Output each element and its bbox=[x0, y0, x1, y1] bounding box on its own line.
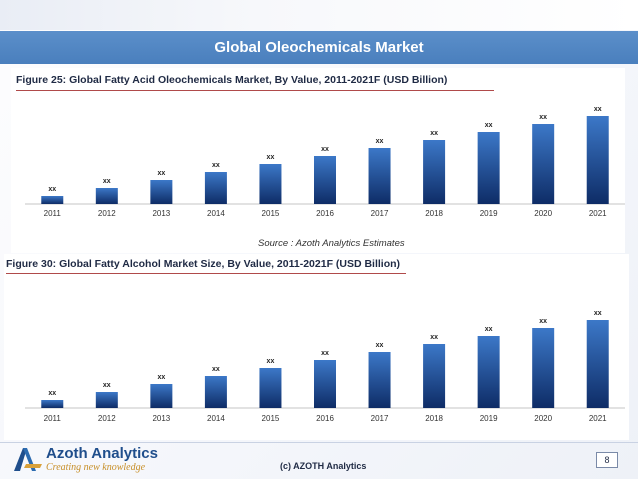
top-strip bbox=[0, 0, 638, 30]
tick-label-2012: 2012 bbox=[98, 414, 116, 423]
caption-underline-1 bbox=[16, 90, 494, 91]
source-note: Source : Azoth Analytics Estimates bbox=[258, 238, 405, 249]
data-label-2018: xx bbox=[430, 334, 438, 341]
bar-2015 bbox=[259, 164, 282, 204]
bar-2019 bbox=[477, 336, 500, 408]
tick-label-2018: 2018 bbox=[425, 209, 443, 218]
data-label-2016: xx bbox=[321, 350, 329, 357]
data-label-2018: xx bbox=[430, 130, 438, 137]
tick-label-2014: 2014 bbox=[207, 209, 225, 218]
tick-label-2016: 2016 bbox=[316, 209, 334, 218]
tick-label-2017: 2017 bbox=[371, 209, 389, 218]
bar-2020 bbox=[532, 124, 555, 204]
data-label-2013: xx bbox=[157, 374, 165, 381]
bar-2019 bbox=[477, 132, 500, 204]
tick-label-2013: 2013 bbox=[152, 414, 170, 423]
figure-caption-2: Figure 30: Global Fatty Alcohol Market S… bbox=[6, 258, 401, 270]
bar-2020 bbox=[532, 328, 555, 408]
tick-label-2021: 2021 bbox=[589, 209, 607, 218]
bar-2013 bbox=[150, 180, 173, 204]
tick-label-2019: 2019 bbox=[480, 209, 498, 218]
tick-label-2016: 2016 bbox=[316, 414, 334, 423]
bar-2013 bbox=[150, 384, 173, 408]
bar-2017 bbox=[368, 352, 391, 408]
bar-2018 bbox=[423, 344, 446, 408]
bar-2016 bbox=[314, 360, 336, 408]
data-label-2014: xx bbox=[212, 366, 220, 373]
tick-label-2013: 2013 bbox=[152, 209, 170, 218]
bar-2012 bbox=[95, 188, 118, 204]
tick-label-2017: 2017 bbox=[371, 414, 389, 423]
data-label-2020: xx bbox=[539, 318, 547, 325]
tick-label-2015: 2015 bbox=[262, 209, 280, 218]
bar-2014 bbox=[204, 376, 227, 408]
tick-label-2011: 2011 bbox=[44, 209, 62, 218]
tick-label-2011: 2011 bbox=[44, 414, 62, 423]
bar-2017 bbox=[368, 148, 391, 204]
tick-label-2012: 2012 bbox=[98, 209, 116, 218]
tick-label-2020: 2020 bbox=[534, 209, 552, 218]
data-label-2019: xx bbox=[485, 122, 493, 129]
data-label-2014: xx bbox=[212, 162, 220, 169]
tick-label-2018: 2018 bbox=[425, 414, 443, 423]
data-label-2021: xx bbox=[594, 310, 602, 317]
figure-caption-1: Figure 25: Global Fatty Acid Oleochemica… bbox=[16, 74, 448, 86]
bar-2011 bbox=[41, 196, 64, 204]
data-label-2017: xx bbox=[376, 342, 384, 349]
caption-underline-2 bbox=[6, 273, 406, 274]
tick-label-2021: 2021 bbox=[589, 414, 607, 423]
data-label-2015: xx bbox=[267, 154, 275, 161]
footer-divider bbox=[0, 442, 638, 443]
data-label-2011: xx bbox=[48, 390, 56, 397]
tick-label-2019: 2019 bbox=[480, 414, 498, 423]
bar-2014 bbox=[204, 172, 227, 204]
azoth-logo-icon bbox=[14, 448, 42, 471]
brand-name: Azoth Analytics bbox=[46, 445, 158, 462]
bar-2015 bbox=[259, 368, 282, 408]
bar-2021 bbox=[586, 320, 609, 408]
data-label-2016: xx bbox=[321, 146, 329, 153]
data-label-2019: xx bbox=[485, 326, 493, 333]
data-label-2017: xx bbox=[376, 138, 384, 145]
chart-panel-2 bbox=[4, 254, 629, 440]
bar-2011 bbox=[41, 400, 64, 408]
tick-label-2015: 2015 bbox=[262, 414, 280, 423]
bar-2016 bbox=[314, 156, 336, 204]
tick-label-2020: 2020 bbox=[534, 414, 552, 423]
copyright-text: (c) AZOTH Analytics bbox=[280, 461, 367, 471]
data-label-2012: xx bbox=[103, 382, 111, 389]
data-label-2021: xx bbox=[594, 106, 602, 113]
bar-2021 bbox=[586, 116, 609, 204]
bar-2012 bbox=[95, 392, 118, 408]
data-label-2011: xx bbox=[48, 186, 56, 193]
bar-2018 bbox=[423, 140, 446, 204]
data-label-2020: xx bbox=[539, 114, 547, 121]
data-label-2013: xx bbox=[157, 170, 165, 177]
tick-label-2014: 2014 bbox=[207, 414, 225, 423]
data-label-2015: xx bbox=[267, 358, 275, 365]
brand-tagline: Creating new knowledge bbox=[46, 462, 146, 473]
data-label-2012: xx bbox=[103, 178, 111, 185]
page-number: 8 bbox=[596, 452, 618, 468]
page-title: Global Oleochemicals Market bbox=[0, 31, 638, 64]
